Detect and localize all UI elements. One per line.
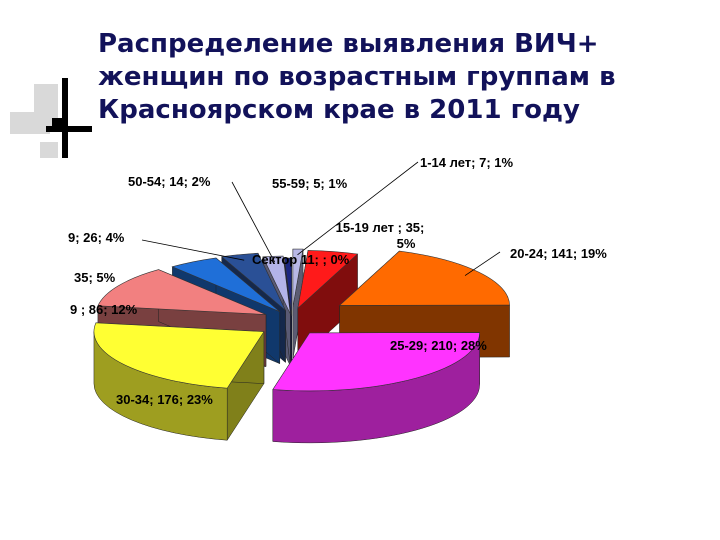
leader-line-9 bbox=[231, 181, 276, 263]
decor-bar-black-vertical bbox=[62, 78, 68, 158]
pie-slice-1 bbox=[292, 248, 304, 360]
slice-label-1: 1-14 лет; 7; 1% bbox=[420, 155, 513, 170]
slice-label-3: 20-24; 141; 19% bbox=[510, 246, 607, 261]
decor-block-gray-small bbox=[40, 142, 58, 158]
slide-title-line-2: женщин по возрастным группам в bbox=[98, 62, 616, 92]
leader-line-1 bbox=[297, 161, 419, 256]
slice-label-2: 15-19 лет ; 35; 5% bbox=[336, 220, 425, 251]
slide-title: Распределение выявления ВИЧ+ женщин по в… bbox=[98, 28, 698, 127]
slice-label-9: 50-54; 14; 2% bbox=[128, 174, 211, 189]
slice-label-10: 55-59; 5; 1% bbox=[272, 176, 348, 191]
slice-label-5: 30-34; 176; 23% bbox=[116, 392, 213, 407]
slice-label-4: 25-29; 210; 28% bbox=[390, 338, 487, 353]
slide-title-line-3: Красноярском крае в 2011 году bbox=[98, 95, 580, 125]
slice-label-7: 35; 5% bbox=[74, 270, 116, 285]
leader-line-8 bbox=[141, 239, 245, 261]
pie-slice-5 bbox=[93, 322, 265, 442]
slide-title-line-1: Распределение выявления ВИЧ+ bbox=[98, 29, 599, 59]
decor-block-gray-wide bbox=[10, 112, 50, 134]
decor-block-black bbox=[52, 118, 64, 128]
slice-label-6: 9 ; 86; 12% bbox=[70, 302, 138, 317]
leader-line-3 bbox=[464, 251, 501, 276]
slice-label-8: 9; 26; 4% bbox=[68, 230, 125, 245]
decor-bar-black-horizontal bbox=[46, 126, 92, 132]
slice-label-11: Сектор 11; ; 0% bbox=[252, 252, 350, 267]
pie-slice-4 bbox=[272, 332, 480, 444]
